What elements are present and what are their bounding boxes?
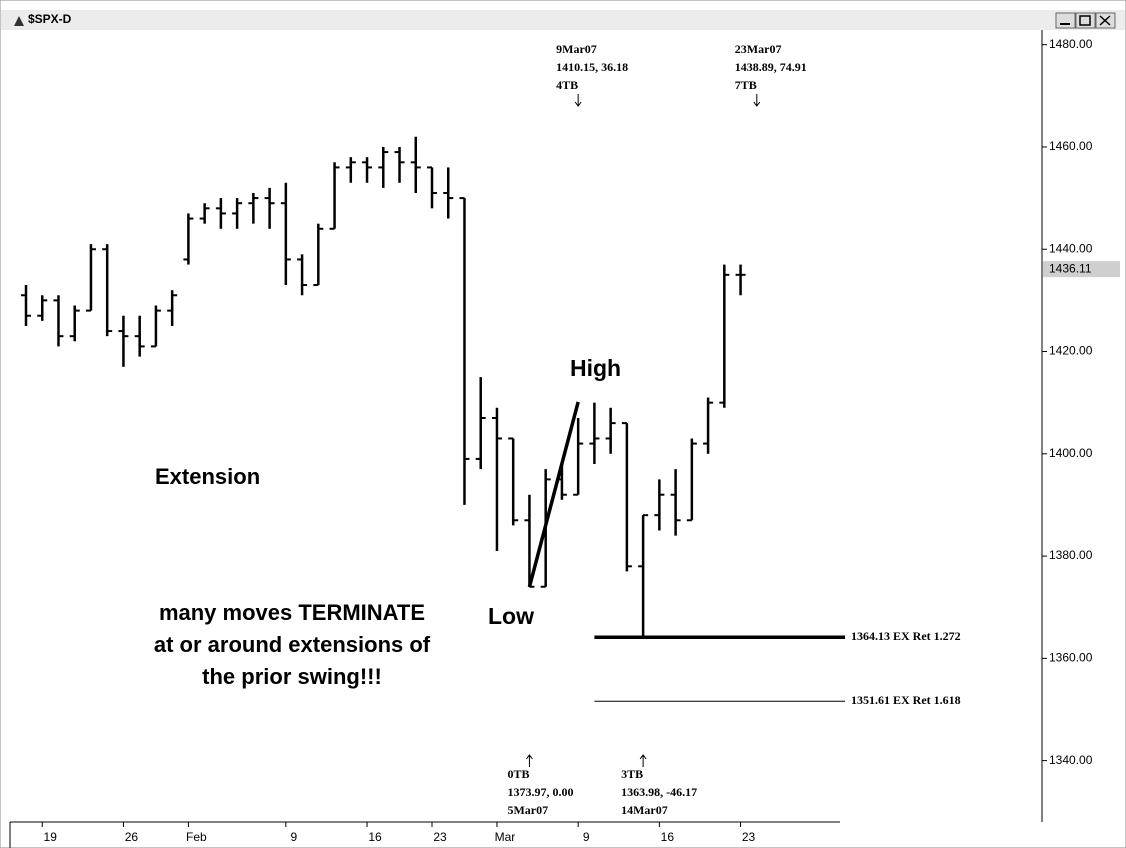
y-tick-label: 1360.00	[1049, 651, 1093, 665]
annotation: Extension	[155, 464, 260, 489]
callout-arrow	[574, 94, 582, 107]
callout-tag: 4TB	[556, 78, 578, 92]
window-buttons[interactable]	[1055, 12, 1116, 29]
x-tick-label: 16	[661, 830, 675, 844]
callout-date: 14Mar07	[621, 803, 668, 817]
extension-label: 1364.13 EX Ret 1.272	[851, 629, 961, 643]
y-tick-label: 1400.00	[1049, 446, 1093, 460]
window-title: $SPX-D	[28, 12, 72, 26]
message-line: at or around extensions of	[154, 632, 431, 657]
extension-label: 1351.61 EX Ret 1.618	[851, 693, 961, 707]
callout-values: 1373.97, 0.00	[507, 785, 573, 799]
y-tick-label: 1340.00	[1049, 753, 1093, 767]
x-tick-label: 26	[125, 830, 139, 844]
message-line: many moves TERMINATE	[159, 600, 425, 625]
message-line: the prior swing!!!	[202, 664, 382, 689]
callout-values: 1410.15, 36.18	[556, 60, 628, 74]
x-tick-label: 16	[368, 830, 382, 844]
callout-arrow	[639, 754, 647, 767]
x-tick-label: Mar	[495, 830, 516, 844]
last-price-label: 1436.11	[1049, 261, 1092, 275]
swing-line	[527, 401, 580, 588]
callout-tag: 3TB	[621, 767, 643, 781]
callout-arrow	[526, 754, 533, 767]
y-tick-label: 1420.00	[1049, 344, 1093, 358]
callout-values: 1363.98, -46.17	[621, 785, 697, 799]
minimize-button[interactable]	[1055, 12, 1076, 29]
x-tick-label: 19	[44, 830, 58, 844]
y-tick-label: 1380.00	[1049, 548, 1093, 562]
app-icon	[14, 16, 24, 26]
x-tick-label: 9	[583, 830, 590, 844]
callout-tag: 7TB	[735, 78, 757, 92]
x-tick-label: 23	[742, 830, 756, 844]
annotation: Low	[488, 603, 534, 629]
title-bar	[1, 10, 1125, 30]
callout-date: 5Mar07	[507, 803, 548, 817]
x-tick-label: Feb	[186, 830, 207, 844]
y-tick-label: 1480.00	[1049, 37, 1093, 51]
last-price-box	[1043, 261, 1120, 278]
callout-tag: 0TB	[507, 767, 529, 781]
y-tick-label: 1460.00	[1049, 139, 1093, 153]
maximize-icon	[1079, 15, 1091, 26]
close-icon	[1099, 15, 1111, 26]
x-tick-label: 23	[433, 830, 447, 844]
callout-values: 1438.89, 74.91	[735, 60, 807, 74]
callout-arrow	[753, 94, 761, 107]
x-tick-label: 9	[290, 830, 297, 844]
y-tick-label: 1440.00	[1049, 241, 1093, 255]
callout-date: 23Mar07	[735, 42, 782, 56]
annotation: High	[570, 355, 621, 381]
callout-date: 9Mar07	[556, 42, 597, 56]
